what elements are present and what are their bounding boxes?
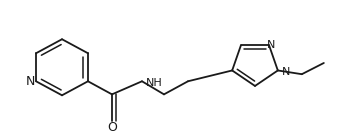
Text: N: N <box>282 67 290 77</box>
Text: O: O <box>107 122 117 134</box>
Text: N: N <box>267 40 275 50</box>
Text: NH: NH <box>146 78 163 88</box>
Text: N: N <box>25 75 35 88</box>
